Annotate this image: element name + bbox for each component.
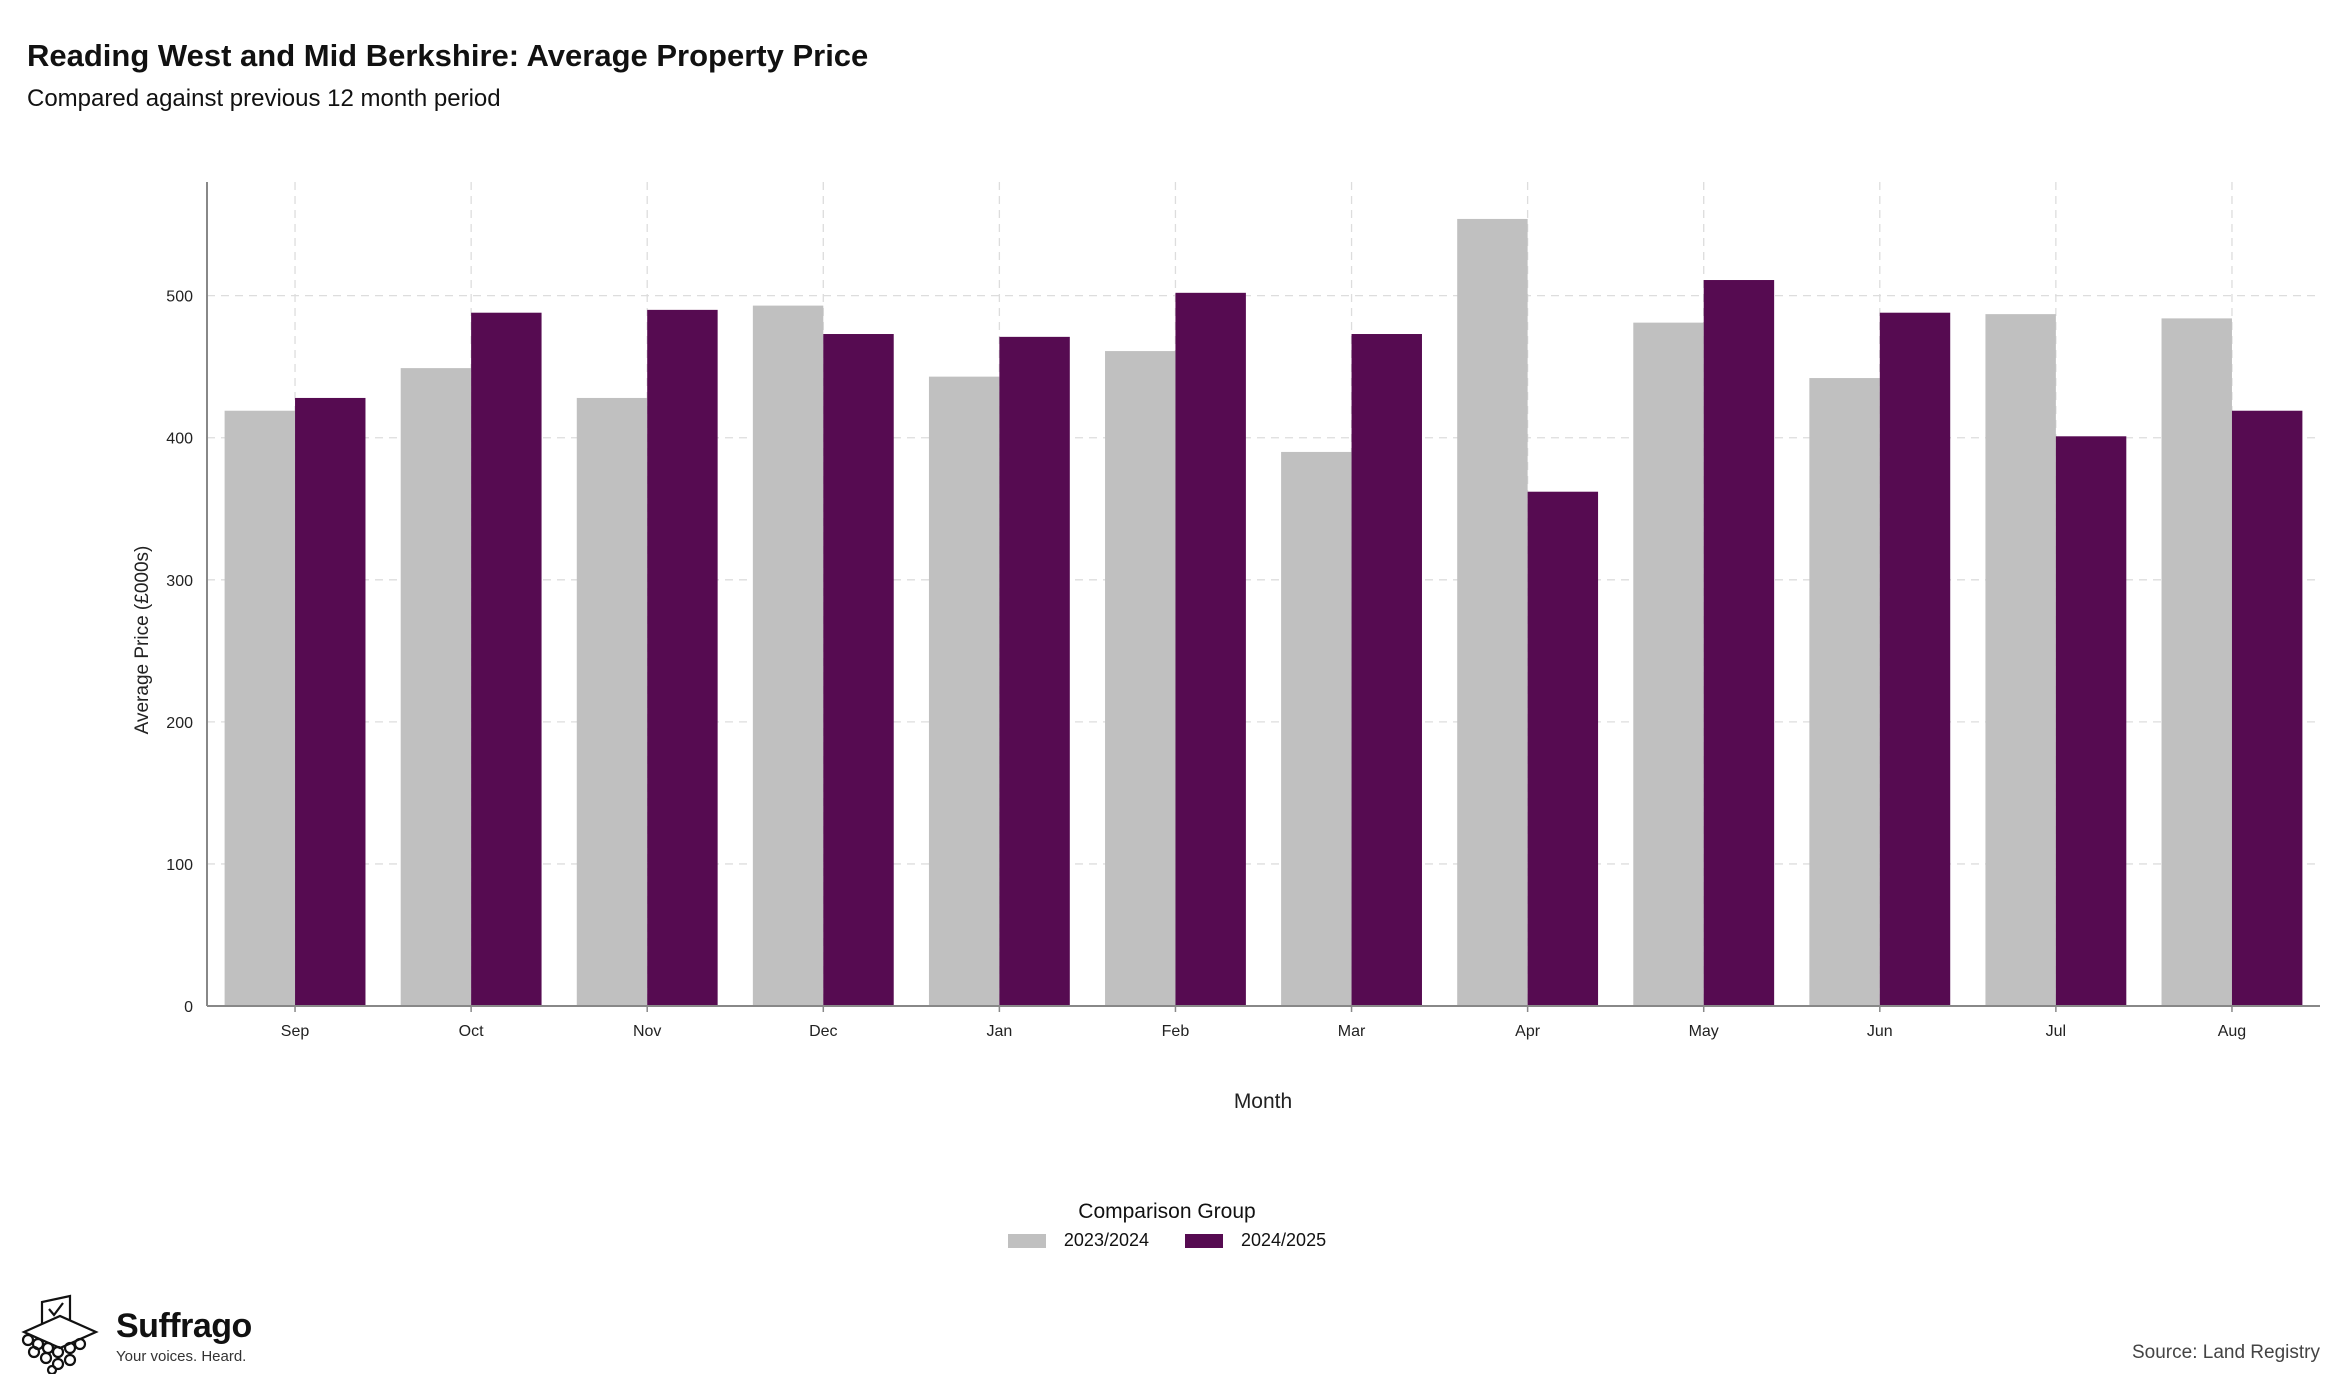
x-tick-label: Mar [1338,1023,1366,1040]
axes: 0 100 200 300 400 500 Sep Oct Nov Dec Jan Feb Mar Apr… [166,182,2320,1040]
x-tick-label: Feb [1162,1023,1190,1040]
bars [224,218,2303,1007]
brand-name: Suffrago [116,1306,252,1345]
x-axis-label: Month [1234,1090,1292,1113]
legend-label-2023-2024: 2023/2024 [1063,1230,1149,1250]
bar-2023-2024-dec [752,305,824,1007]
bar-2024-2025-mar [1351,334,1422,1006]
x-tick-label: Jan [986,1023,1012,1040]
brand-tagline: Your voices. Heard. [116,1347,247,1365]
x-tick-label: Nov [633,1023,661,1040]
x-tick-label: May [1689,1023,1719,1040]
bar-2023-2024-jun [1809,378,1880,1006]
bar-2023-2024-nov [576,397,648,1006]
bar-2023-2024-jan [928,376,1000,1006]
bar-2024-2025-jan [999,336,1070,1006]
x-tick-label: Sep [281,1023,310,1040]
bar-2024-2025-jun [1879,312,1951,1006]
bar-2024-2025-jul [2055,436,2127,1006]
bar-2024-2025-oct [471,312,542,1006]
x-tick-label: Apr [1515,1023,1541,1040]
y-tick-label: 500 [166,289,193,306]
x-tick-label: Oct [459,1023,484,1040]
ballot-box-icon [14,1292,106,1379]
bar-chart: 0 100 200 300 400 500 Sep Oct Nov Dec Jan Feb Mar Apr… [132,182,2320,1113]
legend-swatch-2024-2025 [1185,1233,1223,1248]
y-tick-label: 200 [166,715,193,732]
brand-logo: Suffrago Your voices. Heard. [14,1292,252,1379]
chart-title: Reading West and Mid Berkshire: Average … [27,38,869,73]
bar-2023-2024-oct [400,368,472,1006]
bar-2023-2024-feb [1105,351,1176,1006]
x-tick-label: Jun [1867,1023,1893,1040]
source-note: Source: Land Registry [2132,1342,2320,1363]
bar-2024-2025-feb [1175,292,1246,1006]
legend-item-2024-2025: 2024/2025 [1185,1230,1326,1251]
bar-2023-2024-aug [2161,318,2232,1006]
y-tick-label: 300 [166,573,193,590]
bar-2024-2025-dec [823,334,894,1006]
bar-2023-2024-apr [1457,218,1528,1006]
chart-subtitle: Compared against previous 12 month perio… [27,85,501,112]
y-axis-label: Average Price (£000s) [132,546,153,735]
x-tick-label: Dec [809,1023,837,1040]
bar-2024-2025-may [1703,280,1775,1006]
legend: Comparison Group 2023/2024 2024/2025 [0,1200,2334,1251]
y-tick-label: 0 [184,999,193,1016]
bar-2023-2024-jul [1985,314,2056,1006]
y-tick-label: 400 [166,431,193,448]
x-tick-label: Aug [2218,1023,2246,1040]
bar-2024-2025-sep [295,397,366,1006]
legend-label-2024-2025: 2024/2025 [1241,1230,1327,1250]
bar-2023-2024-mar [1281,451,1352,1006]
x-tick-label: Jul [2046,1023,2066,1040]
bar-2023-2024-sep [224,410,296,1006]
legend-title: Comparison Group [1078,1200,1256,1223]
legend-item-2023-2024: 2023/2024 [1007,1230,1149,1251]
legend-swatch-2023-2024 [1007,1233,1046,1248]
y-tick-label: 100 [166,857,193,874]
bar-2023-2024-may [1633,322,1704,1006]
bar-2024-2025-aug [2231,410,2303,1006]
bar-2024-2025-apr [1527,491,1599,1007]
bar-2024-2025-nov [647,309,718,1006]
